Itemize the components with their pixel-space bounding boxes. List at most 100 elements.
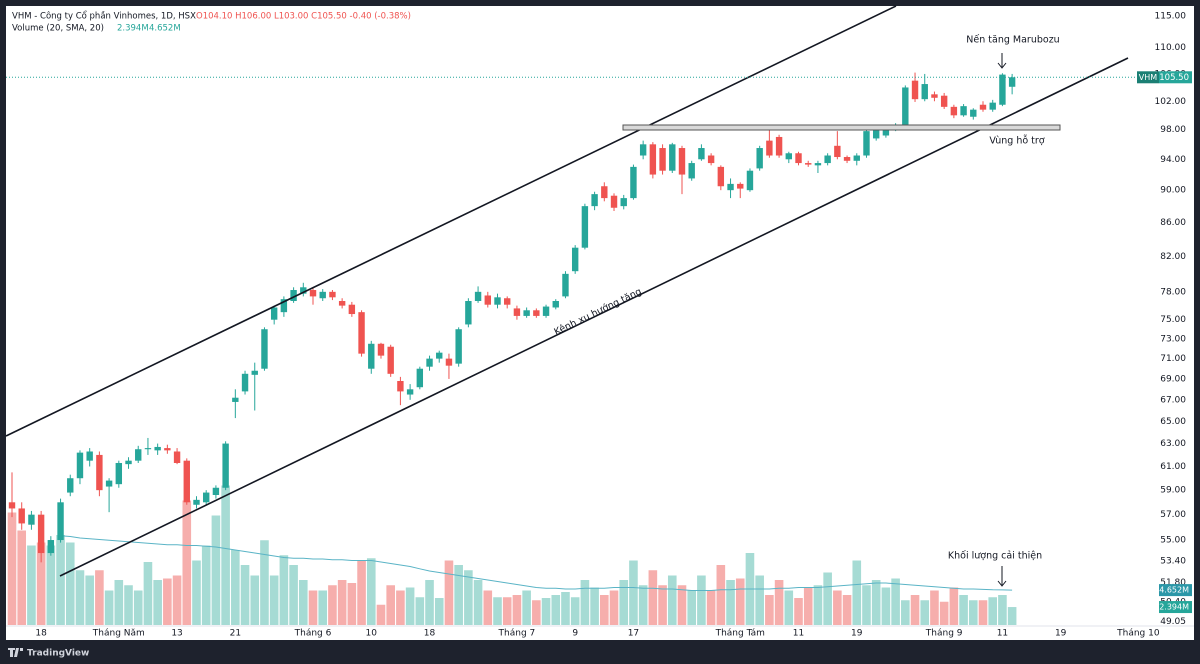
candle-body xyxy=(669,144,676,171)
arrow-head xyxy=(997,580,1007,587)
volume-bar xyxy=(600,595,609,625)
y-tick-label: 86.00 xyxy=(1160,218,1186,228)
volume-bar xyxy=(163,578,172,625)
candle-body xyxy=(280,299,288,313)
candle-body xyxy=(406,389,414,395)
x-tick-label: Tháng 6 xyxy=(294,629,332,639)
candle-body xyxy=(659,148,666,171)
y-tick-label: 51.80 xyxy=(1160,578,1186,588)
volume-bar xyxy=(483,590,493,625)
volume-bar xyxy=(454,565,463,625)
volume-bar xyxy=(104,590,114,625)
y-tick-label: 78.00 xyxy=(1160,287,1186,297)
volume-title: Volume (20, SMA, 20) xyxy=(12,24,104,34)
price-badge xyxy=(1159,71,1192,84)
volume-bar xyxy=(561,592,570,625)
volume-bar xyxy=(901,600,910,625)
candle-body xyxy=(533,310,540,316)
annotation: Khối lượng cải thiện xyxy=(948,551,1042,562)
candle-body xyxy=(115,462,123,485)
candle-body xyxy=(76,452,84,479)
x-tick-label: 19 xyxy=(851,629,863,639)
x-tick-label: 13 xyxy=(171,629,182,639)
volume-bar xyxy=(522,590,531,625)
candle-body xyxy=(863,131,870,156)
y-tick-label: 110.00 xyxy=(1155,43,1187,53)
volume-bar xyxy=(687,590,696,625)
annotation: Vùng hỗ trợ xyxy=(989,136,1044,147)
x-tick-label: 11 xyxy=(997,629,1008,639)
candle-body xyxy=(67,478,74,493)
candle-body xyxy=(368,343,375,369)
y-tick-label: 98.00 xyxy=(1160,125,1186,135)
candle-body xyxy=(96,454,103,491)
candle-body xyxy=(436,352,443,359)
candle-body xyxy=(989,102,996,110)
volume-bar xyxy=(405,587,415,625)
footer-brand[interactable]: TradingView xyxy=(27,649,89,659)
x-tick-label: Tháng 10 xyxy=(1116,629,1160,639)
y-tick-label: 75.00 xyxy=(1160,315,1186,325)
price-layer xyxy=(8,72,1016,563)
candle-body xyxy=(164,448,171,451)
candle-body xyxy=(552,300,559,308)
candle-body xyxy=(562,273,569,297)
x-tick-label: 10 xyxy=(366,629,378,639)
volume-bar xyxy=(211,515,221,625)
candle-body xyxy=(135,449,142,461)
candle-body xyxy=(358,312,365,354)
chart-area xyxy=(6,6,1194,640)
candle-body xyxy=(338,300,346,306)
candle-body xyxy=(970,109,977,117)
sma-badge-text: 4.652M xyxy=(1159,586,1189,595)
volume-bar xyxy=(133,590,143,625)
volume-bar xyxy=(774,580,784,625)
volume-bar xyxy=(473,580,483,625)
volume-bar xyxy=(619,580,629,625)
volume-bar xyxy=(318,590,328,625)
volume-bar xyxy=(328,585,337,625)
candle-body xyxy=(270,307,278,320)
candle-body xyxy=(319,291,326,299)
volume-bar xyxy=(871,580,881,625)
candle-body xyxy=(504,298,511,305)
volume-bar xyxy=(881,587,891,625)
volume-bar xyxy=(17,530,27,625)
candle-body xyxy=(261,329,268,369)
candle-body xyxy=(125,460,132,465)
candle-body xyxy=(494,297,501,305)
candle-body xyxy=(805,163,812,165)
volume-bar xyxy=(221,485,230,625)
candle-body xyxy=(911,80,919,100)
volume-bar xyxy=(36,542,46,625)
candle-body xyxy=(698,148,705,160)
y-tick-label: 90.00 xyxy=(1160,186,1186,196)
volume-bar xyxy=(357,560,366,625)
candle-body xyxy=(329,291,336,298)
candle-body xyxy=(707,155,715,164)
volume-bar xyxy=(939,601,949,625)
volume-bar xyxy=(726,580,735,625)
volume-bar xyxy=(27,545,36,625)
volume-layer xyxy=(7,485,1017,625)
y-tick-label: 71.00 xyxy=(1160,354,1186,364)
sma-badge xyxy=(1159,584,1192,597)
volume-bar xyxy=(910,595,920,625)
candle-body xyxy=(921,84,928,100)
volume-bar xyxy=(988,597,998,625)
volume-bar xyxy=(629,560,638,625)
candle-body xyxy=(775,136,783,156)
volume-bar xyxy=(891,578,900,625)
volume-bar xyxy=(153,580,162,625)
volume-bar xyxy=(949,587,959,625)
volume-bar xyxy=(250,575,260,625)
volume-bar xyxy=(7,512,17,625)
candle-body xyxy=(465,300,472,325)
volume-bar xyxy=(240,565,250,625)
candle-body xyxy=(727,183,734,191)
volume-bar xyxy=(260,540,269,625)
candle-body xyxy=(426,358,433,367)
candle-body xyxy=(300,287,307,294)
volume-bar xyxy=(609,590,619,625)
candle-body xyxy=(8,502,16,509)
